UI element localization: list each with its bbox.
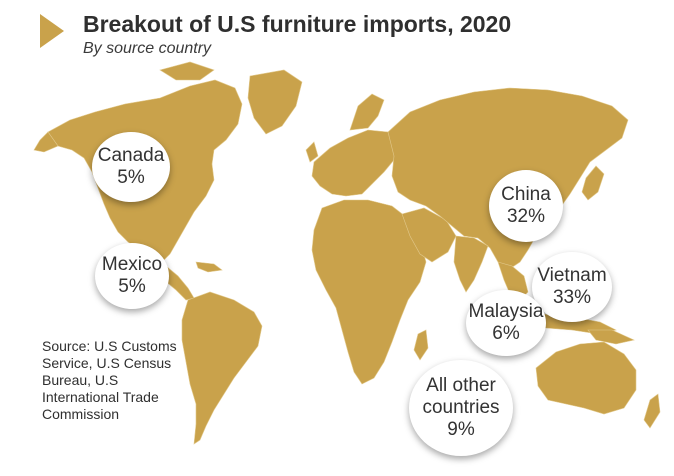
europe-landmass (311, 129, 399, 197)
country-share: 32% (506, 206, 546, 227)
country-share: 5% (118, 276, 146, 297)
title-arrow-marker (40, 14, 64, 48)
country-name-line: All other (426, 375, 496, 396)
country-name: China (501, 184, 551, 205)
country-share: 5% (117, 167, 145, 188)
map-title: Breakout of U.S furniture imports, 2020 (83, 11, 512, 37)
madagascar-landmass (413, 329, 429, 361)
country-bubble-all-other: All other countries 9% (409, 360, 513, 456)
japan-landmass (581, 165, 605, 201)
scandinavia-landmass (349, 93, 385, 131)
india-landmass (453, 235, 489, 293)
country-name: Mexico (101, 254, 163, 275)
country-bubble-vietnam: Vietnam 33% (532, 252, 612, 322)
arabia-landmass (401, 207, 457, 263)
map-subtitle: By source country (83, 40, 212, 57)
country-name: Canada (97, 145, 165, 166)
country-bubble-mexico: Mexico 5% (95, 243, 169, 309)
new-guinea-landmass (587, 329, 635, 345)
uk-landmass (305, 141, 319, 163)
alaska-landmass (33, 131, 59, 153)
south-america-landmass (181, 291, 263, 445)
country-name: Vietnam (537, 265, 607, 286)
new-zealand-landmass (643, 393, 661, 429)
caribbean-landmass (195, 261, 223, 273)
greenland-landmass (247, 69, 303, 135)
country-name-line: countries (422, 397, 500, 418)
country-share: 9% (447, 419, 475, 440)
country-name: Malaysia (468, 301, 544, 322)
australia-landmass (535, 341, 637, 415)
country-bubble-china: China 32% (489, 170, 563, 242)
country-share: 6% (492, 323, 520, 344)
arctic-islands-landmass (159, 61, 215, 81)
country-share: 33% (552, 287, 592, 308)
source-note: Source: U.S Customs Service, U.S Census … (42, 338, 177, 422)
country-bubble-malaysia: Malaysia 6% (466, 290, 546, 356)
country-bubble-canada: Canada 5% (92, 132, 170, 202)
